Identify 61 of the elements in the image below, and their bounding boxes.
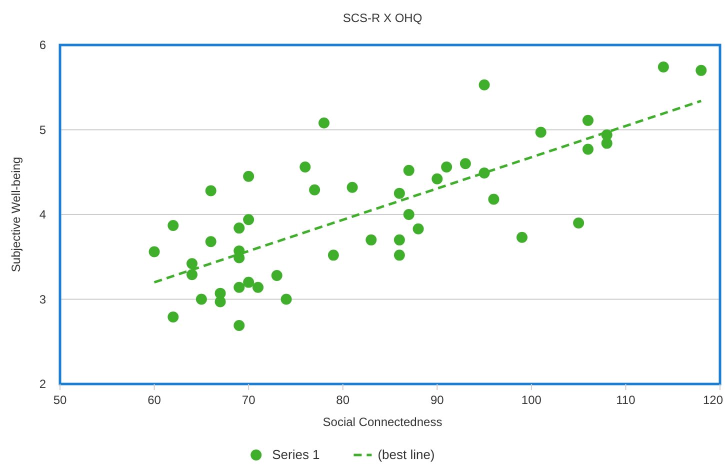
point bbox=[403, 164, 414, 176]
x-tick-label: 110 bbox=[616, 393, 636, 407]
y-tick-label: 6 bbox=[39, 38, 46, 52]
point bbox=[300, 162, 311, 173]
point bbox=[234, 320, 245, 332]
y-tick-label: 4 bbox=[39, 208, 46, 222]
y-tick-label: 2 bbox=[39, 377, 46, 391]
point bbox=[271, 270, 282, 282]
point bbox=[186, 269, 198, 280]
point bbox=[535, 126, 546, 138]
point bbox=[573, 217, 584, 228]
point bbox=[186, 258, 198, 270]
point bbox=[148, 246, 160, 258]
point bbox=[516, 232, 528, 243]
x-tick-label: 50 bbox=[53, 393, 67, 407]
point bbox=[318, 117, 330, 128]
x-tick-label: 120 bbox=[702, 393, 724, 407]
point bbox=[168, 220, 179, 232]
point bbox=[403, 209, 414, 220]
x-tick-label: 80 bbox=[336, 393, 350, 407]
point bbox=[280, 294, 292, 305]
point bbox=[460, 158, 471, 170]
point bbox=[243, 170, 254, 182]
legend-label: (best line) bbox=[378, 447, 435, 462]
y-tick-label: 5 bbox=[39, 122, 46, 137]
point bbox=[432, 173, 443, 184]
point bbox=[234, 222, 245, 234]
point bbox=[243, 214, 254, 226]
y-axis-title: Subjective Well-being bbox=[9, 156, 23, 272]
point bbox=[582, 144, 594, 155]
point bbox=[488, 194, 500, 205]
x-tick-label: 70 bbox=[242, 393, 256, 407]
point bbox=[658, 62, 669, 73]
point bbox=[205, 185, 216, 196]
point bbox=[478, 79, 490, 90]
legend-label: Series 1 bbox=[272, 447, 320, 462]
point bbox=[394, 250, 405, 261]
point bbox=[696, 64, 707, 76]
point bbox=[412, 223, 424, 234]
point bbox=[243, 276, 254, 288]
point bbox=[168, 312, 179, 323]
y-tick-label: 3 bbox=[39, 292, 46, 306]
point bbox=[328, 250, 339, 261]
chart-title: SCS-R X OHQ bbox=[342, 11, 422, 25]
x-axis-title: Social Connectedness bbox=[322, 415, 442, 429]
x-tick-label: 60 bbox=[148, 393, 162, 407]
point bbox=[582, 114, 594, 126]
point bbox=[309, 184, 320, 196]
point bbox=[205, 236, 216, 248]
point bbox=[214, 296, 226, 308]
point bbox=[196, 294, 207, 305]
point bbox=[366, 234, 377, 246]
point bbox=[394, 188, 405, 199]
point bbox=[394, 234, 405, 246]
x-tick-label: 100 bbox=[521, 393, 542, 407]
point bbox=[234, 282, 245, 293]
point bbox=[252, 282, 264, 293]
point bbox=[441, 162, 452, 173]
point bbox=[346, 182, 358, 193]
x-tick-label: 90 bbox=[430, 393, 444, 407]
point bbox=[601, 138, 612, 149]
